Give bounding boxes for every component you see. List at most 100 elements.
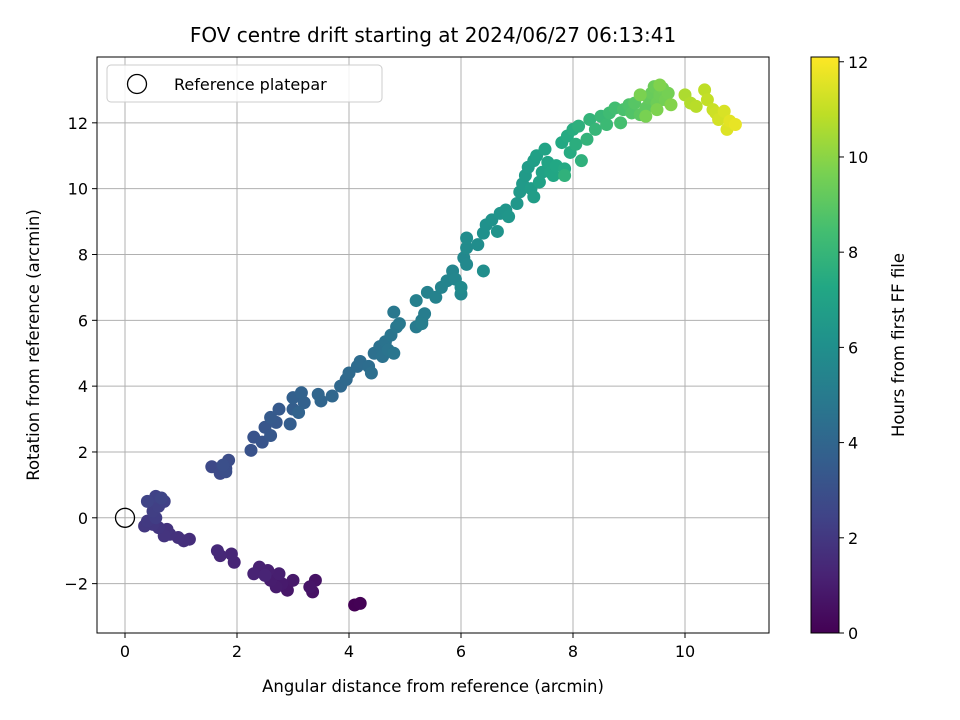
scatter-point	[471, 238, 485, 252]
scatter-point	[569, 137, 583, 151]
scatter-point	[558, 168, 572, 182]
x-axis-ticks: 0 2 4 6 8 10	[120, 633, 695, 661]
scatter-point	[639, 109, 653, 123]
scatter-point	[244, 443, 258, 457]
scatter-point	[292, 405, 306, 419]
x-tick-label: 4	[344, 642, 354, 661]
y-tick-label: 8	[78, 245, 88, 264]
grid-lines	[97, 57, 769, 633]
scatter-point	[140, 494, 154, 508]
y-tick-label: 4	[78, 377, 88, 396]
scatter-point	[614, 116, 628, 130]
scatter-point	[364, 366, 378, 380]
colorbar-tick-label: 6	[848, 338, 858, 357]
colorbar-tick-label: 10	[848, 148, 868, 167]
x-tick-label: 0	[120, 642, 130, 661]
scatter-point	[154, 491, 168, 505]
x-tick-label: 2	[232, 642, 242, 661]
scatter-point	[303, 580, 317, 594]
scatter-point	[546, 168, 560, 182]
scatter-point	[460, 257, 474, 271]
scatter-point	[210, 544, 224, 558]
x-axis-label: Angular distance from reference (arcmin)	[262, 677, 604, 696]
scatter-point	[272, 567, 286, 581]
legend: Reference platepar	[106, 64, 383, 103]
scatter-point	[392, 317, 406, 331]
scatter-point	[661, 86, 675, 100]
scatter-point	[502, 210, 516, 224]
plot-frame	[96, 56, 770, 634]
scatter-point	[429, 290, 443, 304]
scatter-point	[698, 83, 712, 97]
legend-reference-marker	[126, 73, 148, 95]
x-tick-label: 8	[568, 642, 578, 661]
y-tick-label: 6	[78, 311, 88, 330]
scatter-point	[689, 99, 703, 113]
x-tick-label: 6	[456, 642, 466, 661]
scatter-point	[216, 458, 230, 472]
scatter-point	[538, 142, 552, 156]
scatter-point	[264, 429, 278, 443]
colorbar-tick-label: 8	[848, 243, 858, 262]
scatter-point	[490, 224, 504, 238]
chart-title: FOV centre drift starting at 2024/06/27 …	[190, 23, 676, 47]
scatter-point	[258, 568, 272, 582]
scatter-point	[272, 402, 286, 416]
colorbar-label: Hours from first FF file	[889, 253, 908, 437]
scatter-point	[311, 387, 325, 401]
y-axis-label: Rotation from reference (arcmin)	[24, 209, 43, 481]
colorbar-tick-label: 12	[848, 53, 868, 72]
reference-platepar-marker	[114, 507, 136, 528]
scatter-point	[418, 307, 432, 321]
scatter-point	[476, 264, 490, 278]
scatter-point	[247, 567, 261, 581]
scatter-point	[297, 396, 311, 410]
scatter-point	[454, 280, 468, 294]
colorbar-tick-label: 0	[848, 624, 858, 643]
scatter-point	[700, 93, 714, 107]
legend-box	[106, 64, 383, 103]
scatter-point	[325, 389, 339, 403]
scatter-point	[264, 410, 278, 424]
scatter-point	[717, 104, 731, 118]
scatter-point	[532, 175, 546, 189]
colorbar	[810, 56, 840, 634]
y-tick-label: 0	[78, 509, 88, 528]
x-tick-label: 10	[675, 642, 695, 661]
scatter-point	[527, 190, 541, 204]
y-axis-ticks: −2 0 2 4 6 8 10 12	[64, 114, 97, 594]
scatter-point	[664, 98, 678, 112]
scatter-point	[633, 88, 647, 102]
legend-entry-reference: Reference platepar	[174, 75, 327, 94]
scatter-point	[460, 231, 474, 245]
y-tick-label: −2	[64, 575, 88, 594]
scatter-point	[600, 117, 614, 131]
colorbar-ticks: 0 2 4 6 8 10 12	[839, 53, 868, 643]
scatter-point	[728, 117, 742, 131]
scatter-point	[387, 305, 401, 319]
scatter-point	[283, 417, 297, 431]
scatter-point	[510, 196, 524, 210]
scatter-point	[224, 547, 238, 561]
scatter-point	[294, 386, 308, 400]
scatter-point	[583, 113, 597, 127]
y-tick-label: 2	[78, 443, 88, 462]
colorbar-tick-label: 2	[848, 529, 858, 548]
scatter-point	[653, 78, 667, 92]
scatter-point	[415, 317, 429, 331]
colorbar-tick-label: 4	[848, 434, 858, 453]
scatter-point	[409, 294, 423, 308]
scatter-points	[114, 78, 742, 612]
scatter-point	[650, 103, 664, 117]
y-tick-label: 10	[68, 180, 88, 199]
scatter-point	[353, 596, 367, 610]
scatter-point	[387, 346, 401, 360]
scatter-point	[286, 573, 300, 587]
scatter-point	[460, 241, 474, 255]
scatter-point	[588, 122, 602, 136]
scatter-point	[572, 119, 586, 133]
scatter-point	[580, 132, 594, 146]
scatter-point	[574, 154, 588, 168]
